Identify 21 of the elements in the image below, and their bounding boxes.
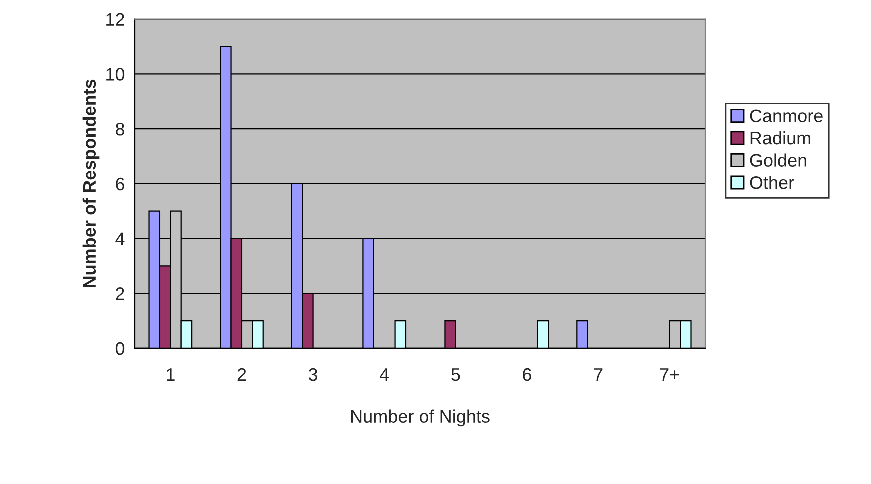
legend-label: Other bbox=[750, 176, 794, 190]
x-tick-label: 1 bbox=[167, 368, 175, 382]
y-tick-label: 0 bbox=[116, 342, 125, 356]
y-tick-label: 12 bbox=[106, 13, 124, 26]
x-tick-label: 7+ bbox=[660, 368, 680, 382]
legend-label: Canmore bbox=[750, 110, 823, 122]
x-tick-label: 7 bbox=[594, 368, 603, 382]
y-axis-title: Number of Respondents bbox=[82, 80, 100, 288]
x-tick-label: 5 bbox=[452, 368, 460, 382]
legend-label: Radium bbox=[750, 131, 810, 145]
y-tick-label: 4 bbox=[116, 232, 125, 246]
x-tick-label: 6 bbox=[523, 368, 532, 382]
y-tick-label: 6 bbox=[116, 178, 124, 191]
y-tick-label: 10 bbox=[106, 68, 125, 81]
y-tick-label: 8 bbox=[116, 123, 124, 136]
legend-label: Golden bbox=[750, 154, 806, 167]
y-tick-label: 2 bbox=[116, 288, 124, 300]
x-tick-label: 3 bbox=[308, 368, 318, 382]
x-axis-title: Number of Nights bbox=[352, 410, 490, 427]
x-tick-label: 4 bbox=[380, 368, 390, 382]
x-tick-label: 2 bbox=[238, 368, 246, 382]
